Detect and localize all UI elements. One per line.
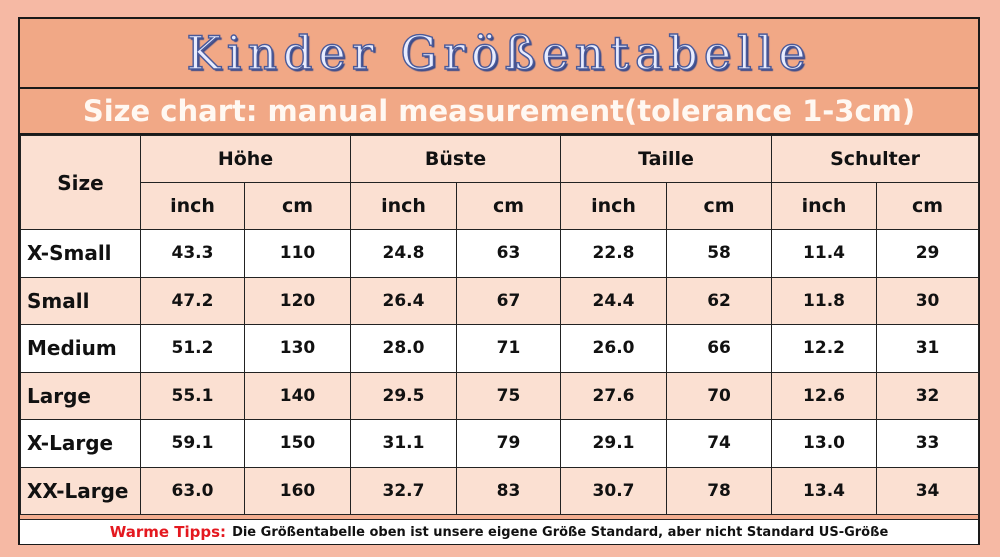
- measurement-cell: 12.2: [771, 324, 878, 373]
- measurement-cell: 22.8: [560, 229, 668, 278]
- table-row: Medium 51.2 130 28.0 71 26.0 66 12.2 31: [20, 324, 980, 373]
- measurement-cell: 31.1: [350, 419, 457, 468]
- group-header-taille: Taille: [560, 135, 773, 183]
- size-label: Medium: [20, 324, 141, 373]
- size-label: XX-Large: [20, 466, 141, 515]
- unit-header: inch: [140, 182, 245, 230]
- measurement-cell: 83: [455, 466, 562, 515]
- tip-text: Die Größentabelle oben ist unsere eigene…: [232, 524, 889, 540]
- table-row: X-Small 43.3 110 24.8 63 22.8 58 11.4 29: [20, 229, 980, 278]
- table-row: X-Large 59.1 150 31.1 79 29.1 74 13.0 33: [20, 419, 980, 468]
- measurement-cell: 26.4: [350, 276, 457, 325]
- measurement-cell: 27.6: [560, 371, 668, 420]
- measurement-cell: 59.1: [140, 419, 245, 468]
- measurement-cell: 30: [876, 276, 980, 325]
- measurement-cell: 74: [666, 419, 773, 468]
- measurement-cell: 130: [244, 324, 351, 373]
- group-header-hoehe: Höhe: [140, 135, 351, 183]
- measurement-cell: 13.0: [771, 419, 878, 468]
- unit-header: inch: [771, 182, 878, 230]
- measurement-cell: 34: [876, 466, 980, 515]
- measurement-cell: 62: [666, 276, 773, 325]
- measurement-cell: 71: [455, 324, 562, 373]
- measurement-cell: 33: [876, 419, 980, 468]
- unit-header: cm: [455, 182, 562, 230]
- measurement-cell: 11.4: [771, 229, 878, 278]
- measurement-cell: 110: [244, 229, 351, 278]
- size-chart-frame: Kinder Größentabelle Size chart: manual …: [18, 17, 980, 545]
- measurement-cell: 32: [876, 371, 980, 420]
- measurement-cell: 55.1: [140, 371, 245, 420]
- table-row: Large 55.1 140 29.5 75 27.6 70 12.6 32: [20, 371, 980, 420]
- tip-note: Warme Tipps: Die Größentabelle oben ist …: [20, 519, 978, 544]
- chart-subtitle: Size chart: manual measurement(tolerance…: [82, 93, 916, 128]
- unit-header: inch: [560, 182, 668, 230]
- measurement-cell: 29: [876, 229, 980, 278]
- measurement-cell: 31: [876, 324, 980, 373]
- table-row: XX-Large 63.0 160 32.7 83 30.7 78 13.4 34: [20, 466, 980, 515]
- unit-header: inch: [350, 182, 457, 230]
- measurement-cell: 79: [455, 419, 562, 468]
- measurement-cell: 13.4: [771, 466, 878, 515]
- measurement-cell: 78: [666, 466, 773, 515]
- measurement-cell: 24.4: [560, 276, 668, 325]
- measurement-cell: 29.5: [350, 371, 457, 420]
- measurement-cell: 70: [666, 371, 773, 420]
- size-label: Large: [20, 371, 141, 420]
- tip-label: Warme Tipps:: [109, 523, 227, 541]
- table-body: X-Small 43.3 110 24.8 63 22.8 58 11.4 29 Small 47.…: [20, 229, 980, 515]
- unit-header: cm: [244, 182, 351, 230]
- measurement-cell: 26.0: [560, 324, 668, 373]
- measurement-cell: 47.2: [140, 276, 245, 325]
- measurement-cell: 63: [455, 229, 562, 278]
- measurement-cell: 32.7: [350, 466, 457, 515]
- measurement-cell: 51.2: [140, 324, 245, 373]
- measurement-cell: 75: [455, 371, 562, 420]
- measurement-cell: 63.0: [140, 466, 245, 515]
- measurement-cell: 28.0: [350, 324, 457, 373]
- group-header-schulter: Schulter: [771, 135, 980, 183]
- subtitle-banner: Size chart: manual measurement(tolerance…: [20, 89, 978, 135]
- measurement-cell: 67: [455, 276, 562, 325]
- measurement-cell: 66: [666, 324, 773, 373]
- unit-header: cm: [666, 182, 773, 230]
- size-label: X-Small: [20, 229, 141, 278]
- measurement-cell: 29.1: [560, 419, 668, 468]
- measurement-cell: 12.6: [771, 371, 878, 420]
- size-label: X-Large: [20, 419, 141, 468]
- size-table: Size Höhe Büste Taille Schulter inch cm …: [20, 135, 980, 515]
- measurement-cell: 150: [244, 419, 351, 468]
- group-header-bueste: Büste: [349, 135, 562, 183]
- size-column-header: Size: [20, 135, 141, 230]
- measurement-cell: 43.3: [140, 229, 245, 278]
- measurement-cell: 58: [666, 229, 773, 278]
- table-row: Small 47.2 120 26.4 67 24.4 62 11.8 30: [20, 276, 980, 325]
- measurement-cell: 140: [244, 371, 351, 420]
- measurement-cell: 160: [244, 466, 351, 515]
- measurement-cell: 30.7: [560, 466, 668, 515]
- measurement-cell: 24.8: [350, 229, 457, 278]
- measurement-cell: 11.8: [771, 276, 878, 325]
- unit-header: cm: [876, 182, 980, 230]
- measurement-cell: 120: [244, 276, 351, 325]
- size-label: Small: [20, 276, 141, 325]
- chart-title: Kinder Größentabelle: [186, 26, 812, 80]
- title-banner: Kinder Größentabelle: [20, 19, 978, 89]
